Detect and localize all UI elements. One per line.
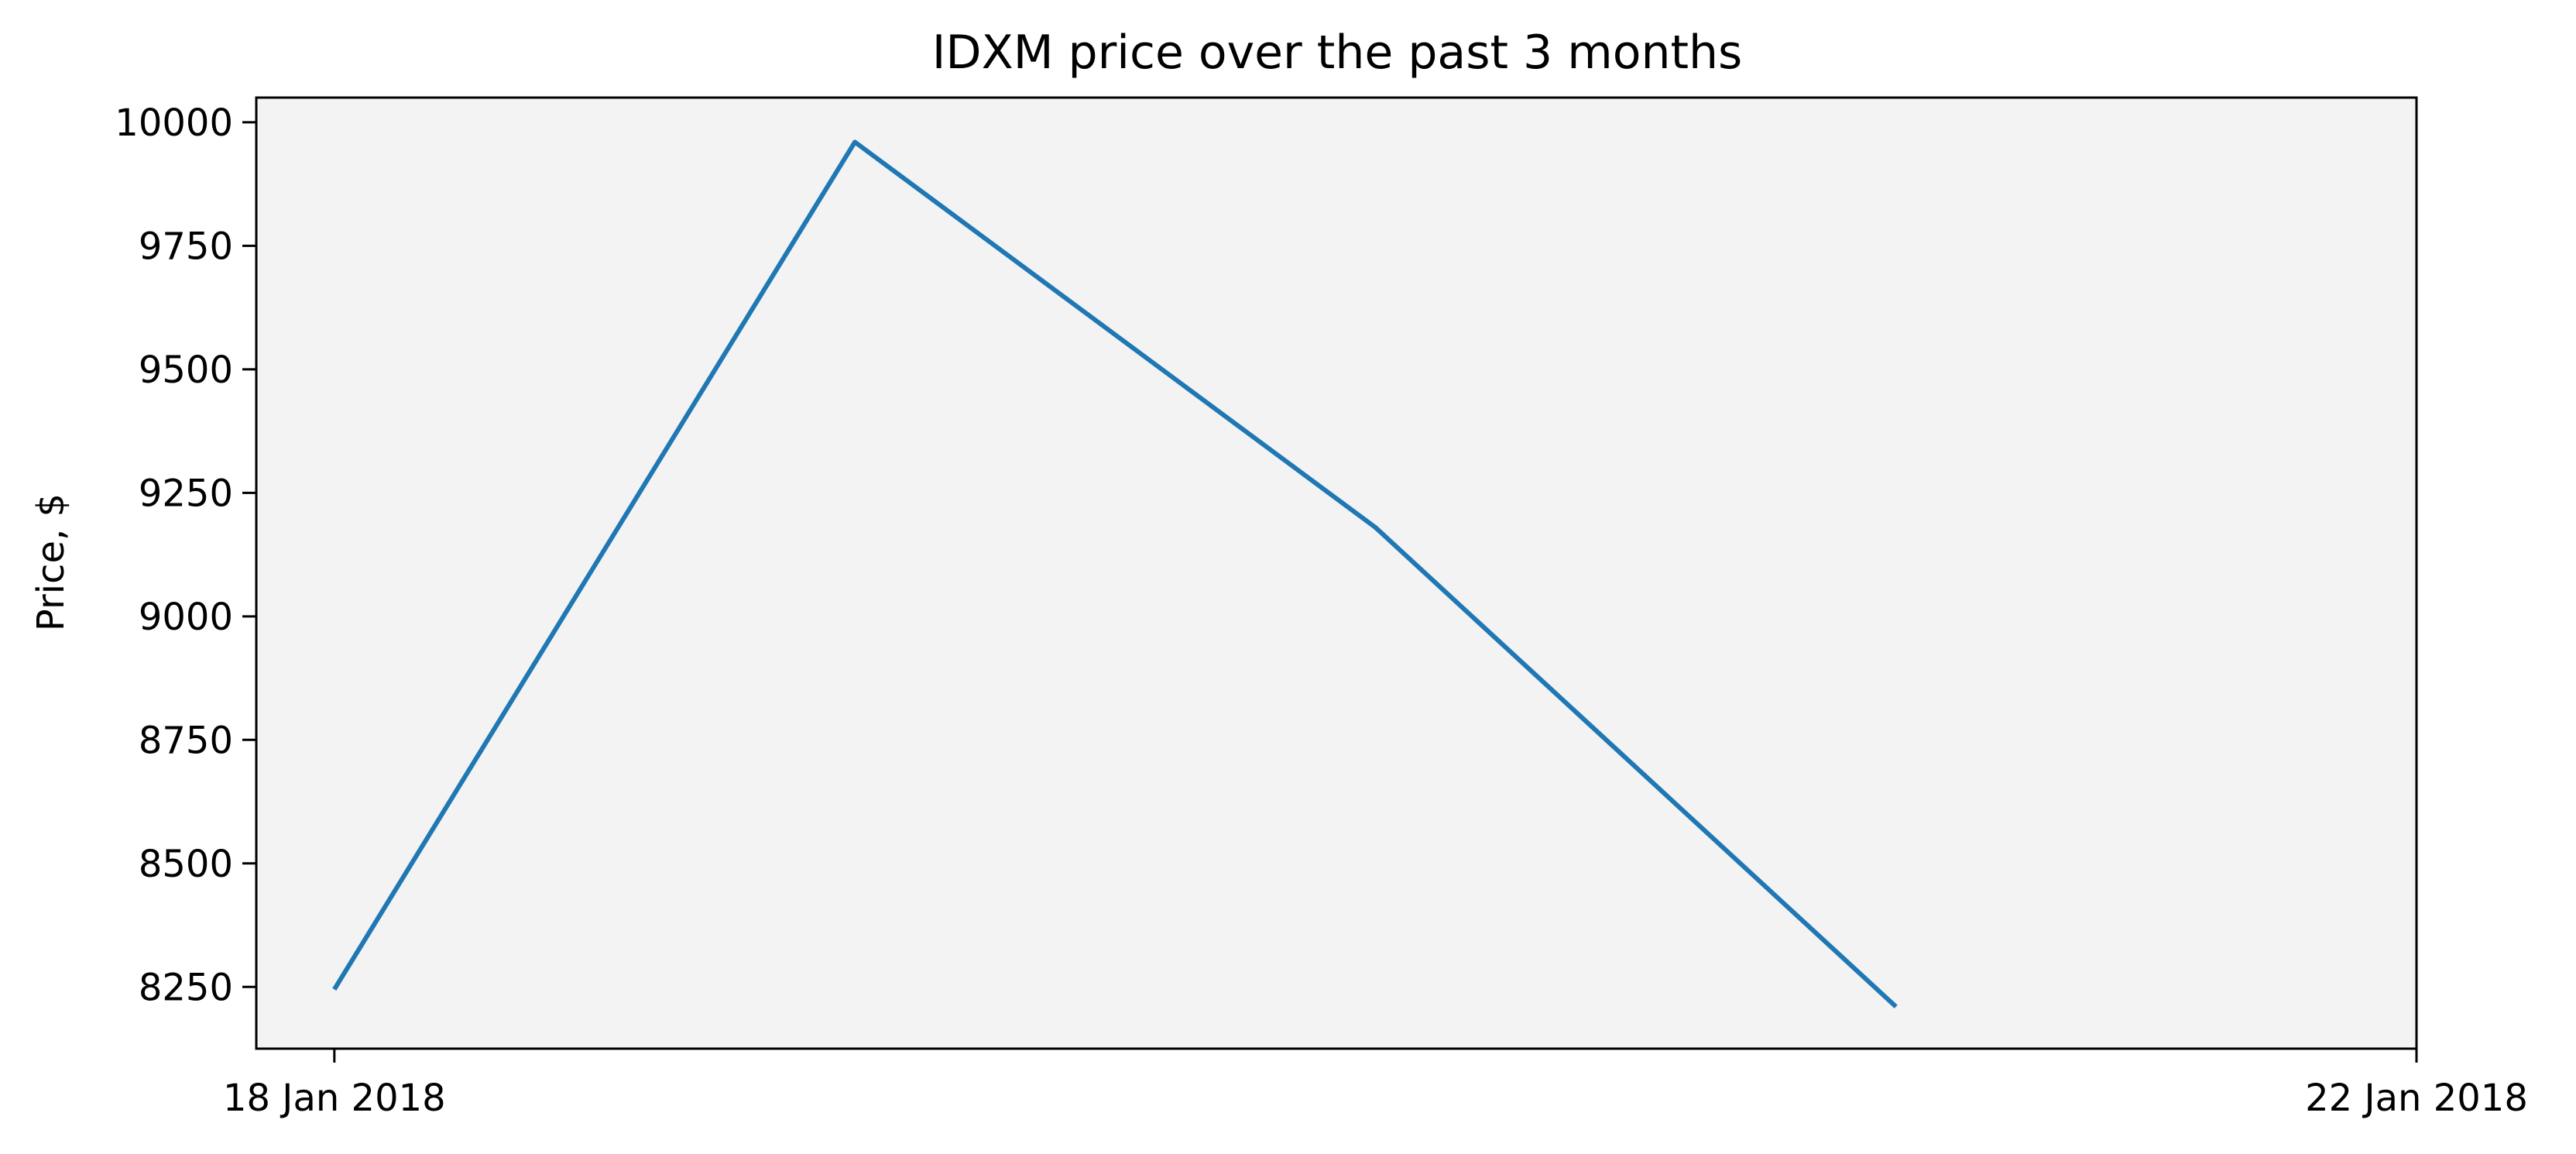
y-tick-label: 8500 bbox=[139, 843, 233, 886]
plot-area bbox=[256, 98, 2417, 1049]
plot-frame bbox=[255, 96, 2418, 1050]
x-tick-label: 22 Jan 2018 bbox=[2305, 1077, 2528, 1120]
y-tick-label: 10000 bbox=[115, 101, 233, 145]
chart-title: IDXM price over the past 3 months bbox=[932, 26, 1743, 80]
y-tick-label: 8750 bbox=[139, 719, 233, 762]
y-tick-label: 9250 bbox=[139, 472, 233, 515]
x-axis: 18 Jan 2018 22 Jan 2018 bbox=[223, 1049, 2528, 1120]
y-axis-label: Price, $ bbox=[29, 493, 73, 631]
x-tick-label: 18 Jan 2018 bbox=[223, 1077, 446, 1120]
y-tick-label: 9750 bbox=[139, 225, 233, 268]
y-tick-label: 9500 bbox=[139, 349, 233, 392]
y-tick-label: 9000 bbox=[139, 596, 233, 639]
y-tick-label: 8250 bbox=[139, 966, 233, 1009]
price-series-line bbox=[332, 139, 1898, 1009]
y-axis: 8250 8500 8750 9000 9250 9500 9750 10000 bbox=[115, 101, 256, 1009]
